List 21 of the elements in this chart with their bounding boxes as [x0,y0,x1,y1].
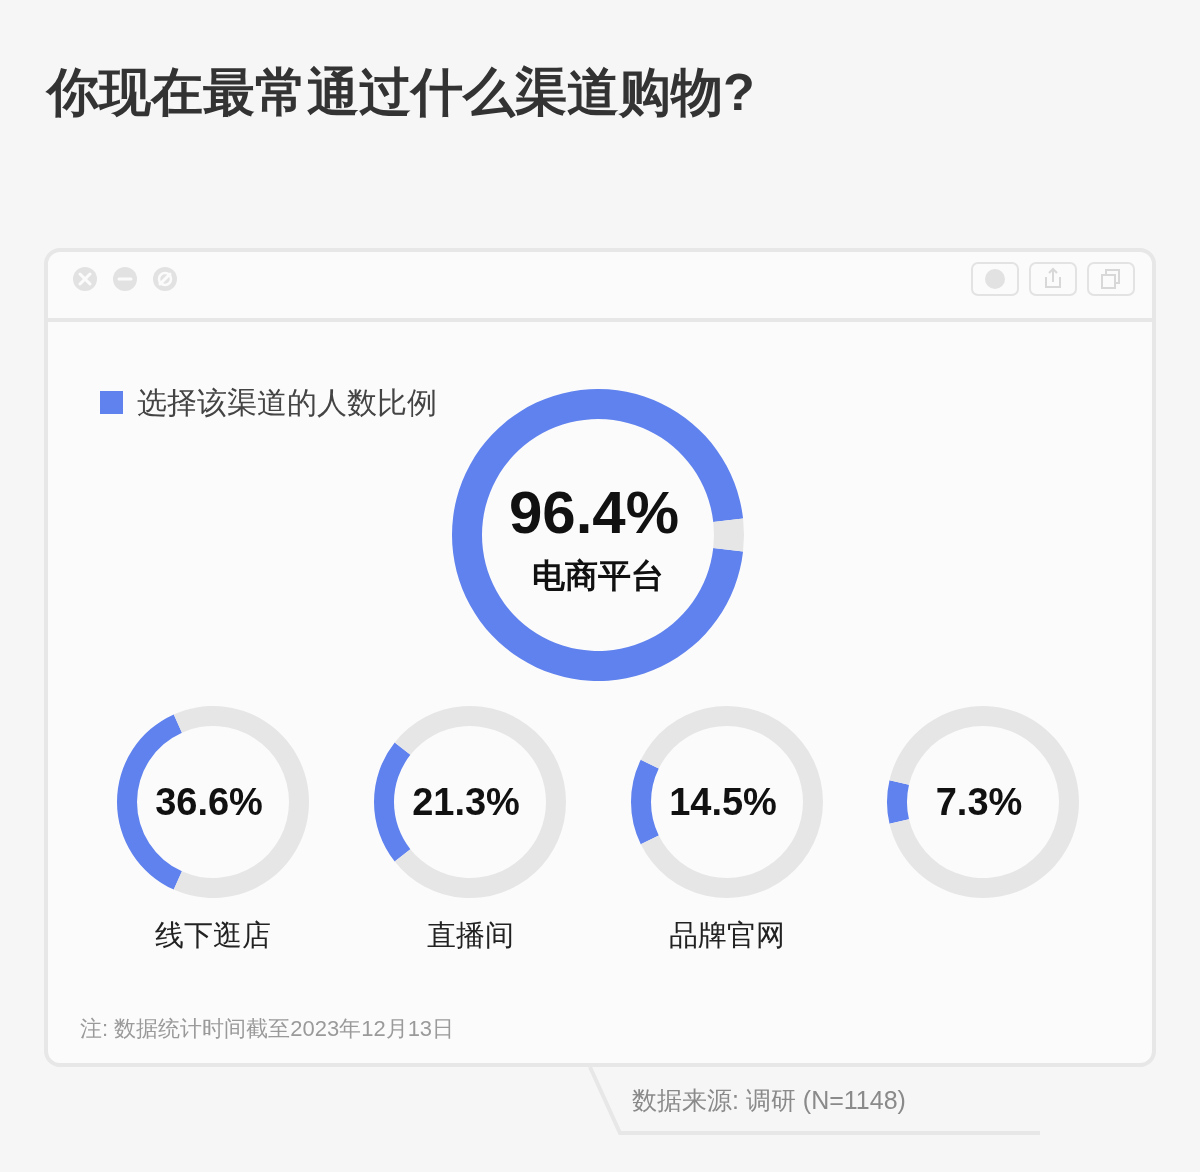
data-label: 7.3% [935,781,1023,823]
donut-slice [713,518,744,552]
text: 线下逛店 [155,919,271,951]
source-note: 数据来源: 调研 (N=1148) [632,1086,906,1114]
data-label: 96.4% [508,479,680,546]
legend-label: 选择该渠道的人数比例 [137,386,437,419]
text: 注: 数据统计时间截至2023年12月13日 [80,1016,455,1041]
donut-slice [394,706,566,898]
text: 品牌官网 [669,919,785,951]
donut-slice [889,706,1079,898]
chart-title: 你现在最常通过什么渠道购物? [45,63,755,121]
data-label: 14.5% [669,781,777,823]
text: 直播间 [426,919,514,951]
data-label: 21.3% [412,781,520,823]
donut-slice [887,780,909,824]
donut-slice [631,759,659,845]
donut-slice [374,742,411,862]
donut-slice [452,389,744,681]
text: 电商平台 [532,557,664,594]
data-label: 36.6% [155,781,263,823]
donut-slice [640,706,823,898]
